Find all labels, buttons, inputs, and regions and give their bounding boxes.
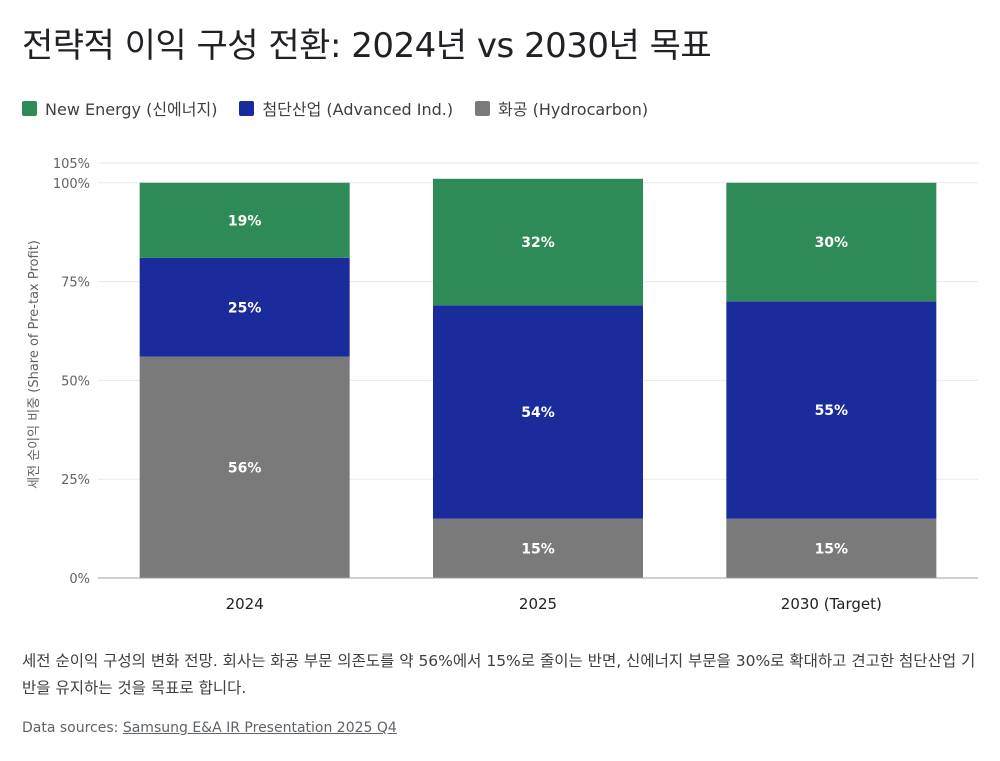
- bar-segment: [726, 301, 937, 519]
- x-tick-label: 2024: [226, 595, 264, 613]
- bar-segment: [726, 518, 937, 578]
- data-label: 15%: [815, 541, 849, 557]
- y-tick-label: 75%: [61, 276, 90, 291]
- y-tick-label: 105%: [53, 157, 90, 172]
- y-tick-label: 25%: [61, 473, 90, 488]
- bar-segment: [139, 257, 350, 357]
- data-label: 55%: [815, 403, 849, 419]
- bar-segment: [726, 182, 937, 302]
- legend-swatch: [475, 100, 491, 116]
- legend-label: 화공 (Hydrocarbon): [498, 100, 649, 119]
- stacked-bar-chart: 0% 25% 50% 75% 100% 105% 세전 순이익 비중 (Share of P…: [27, 157, 978, 613]
- legend-item-hydrocarbon: 화공 (Hydrocarbon): [475, 96, 648, 120]
- y-axis-label: 세전 순이익 비중 (Share of Pre-tax Profit): [27, 240, 42, 489]
- data-source: Data sources: Samsung E&A IR Presentatio…: [22, 720, 397, 736]
- y-tick-label: 100%: [53, 177, 90, 192]
- bar-segment: [139, 182, 350, 258]
- data-label: 25%: [228, 300, 262, 316]
- bar-segment: [433, 178, 643, 306]
- y-tick-label: 0%: [69, 572, 90, 587]
- x-tick-label: 2030 (Target): [781, 595, 882, 613]
- data-label: 19%: [228, 213, 262, 229]
- data-label: 15%: [521, 541, 555, 557]
- bar-segment: [433, 305, 643, 519]
- bar-segment: [139, 356, 350, 578]
- bar-segment: [433, 518, 643, 578]
- data-label: 32%: [521, 235, 555, 251]
- legend-item-new-energy: New Energy (신에너지): [22, 96, 217, 120]
- data-label: 30%: [815, 235, 849, 251]
- x-tick-label: 2025: [519, 595, 557, 613]
- legend-swatch: [22, 100, 37, 116]
- legend: New Energy (신에너지) 첨단산업 (Advanced Ind.) 화…: [22, 96, 648, 120]
- legend-item-advanced: 첨단산업 (Advanced Ind.): [239, 96, 453, 120]
- source-prefix: Data sources:: [22, 720, 123, 736]
- chart-title: 전략적 이익 구성 전환: 2024년 vs 2030년 목표: [22, 26, 712, 66]
- y-tick-label: 50%: [61, 374, 90, 389]
- legend-swatch: [239, 100, 255, 116]
- data-label: 54%: [521, 405, 555, 421]
- legend-label: New Energy (신에너지): [45, 100, 218, 119]
- legend-label: 첨단산업 (Advanced Ind.): [262, 100, 454, 119]
- source-link[interactable]: Samsung E&A IR Presentation 2025 Q4: [122, 720, 397, 736]
- chart-caption: 세전 순이익 구성의 변화 전망. 회사는 화공 부문 의존도를 약 56%에서…: [22, 652, 976, 697]
- data-label: 56%: [228, 460, 262, 476]
